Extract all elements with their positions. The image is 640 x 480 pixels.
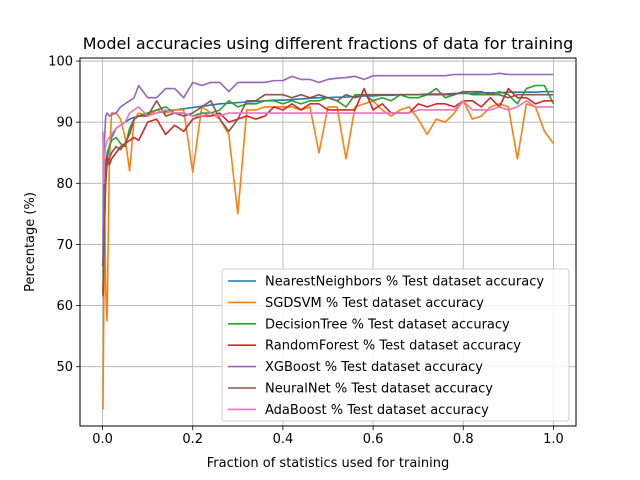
y-tick-label: 100 <box>48 55 73 70</box>
series-line-6 <box>102 99 554 185</box>
series-lines <box>102 72 555 410</box>
legend-label: NeuralNet % Test dataset accuracy <box>265 382 493 397</box>
legend-label: NearestNeighbors % Test dataset accuracy <box>265 275 544 290</box>
x-tick-label: 0.4 <box>273 432 294 447</box>
x-tick-label: 0.8 <box>453 432 474 447</box>
series-line-5 <box>102 90 554 297</box>
x-axis-label: Fraction of statistics used for training <box>207 456 450 471</box>
plot-frame <box>79 57 577 427</box>
x-tick-label: 1.0 <box>543 432 564 447</box>
legend-label: RandomForest % Test dataset accuracy <box>265 339 521 354</box>
series-line-4 <box>102 72 554 263</box>
x-tick-label: 0.2 <box>182 432 203 447</box>
chart-title: Model accuracies using different fractio… <box>83 34 573 53</box>
x-tick-label: 0.0 <box>92 432 113 447</box>
series-line-2 <box>102 84 555 294</box>
x-tick-label: 0.6 <box>363 432 384 447</box>
legend-box <box>221 268 570 422</box>
series-line-3 <box>102 87 554 266</box>
y-tick-label: 90 <box>56 116 73 131</box>
grid <box>80 58 576 426</box>
legend-label: AdaBoost % Test dataset accuracy <box>265 403 489 418</box>
y-tick-label: 50 <box>56 360 73 375</box>
axis-ticks: 0.0 0.2 0.4 0.6 0.8 1.0 50 60 70 80 90 100 <box>48 55 564 447</box>
series-line-1 <box>102 99 555 410</box>
legend: NearestNeighbors % Test dataset accuracy… <box>221 268 570 422</box>
y-tick-label: 70 <box>56 238 73 253</box>
legend-label: DecisionTree % Test dataset accuracy <box>265 317 510 332</box>
y-tick-label: 80 <box>56 177 73 192</box>
legend-label: XGBoost % Test dataset accuracy <box>265 360 483 375</box>
y-axis-label: Percentage (%) <box>23 192 38 292</box>
y-tick-label: 60 <box>56 299 73 314</box>
legend-label: SGDSVM % Test dataset accuracy <box>265 296 484 311</box>
